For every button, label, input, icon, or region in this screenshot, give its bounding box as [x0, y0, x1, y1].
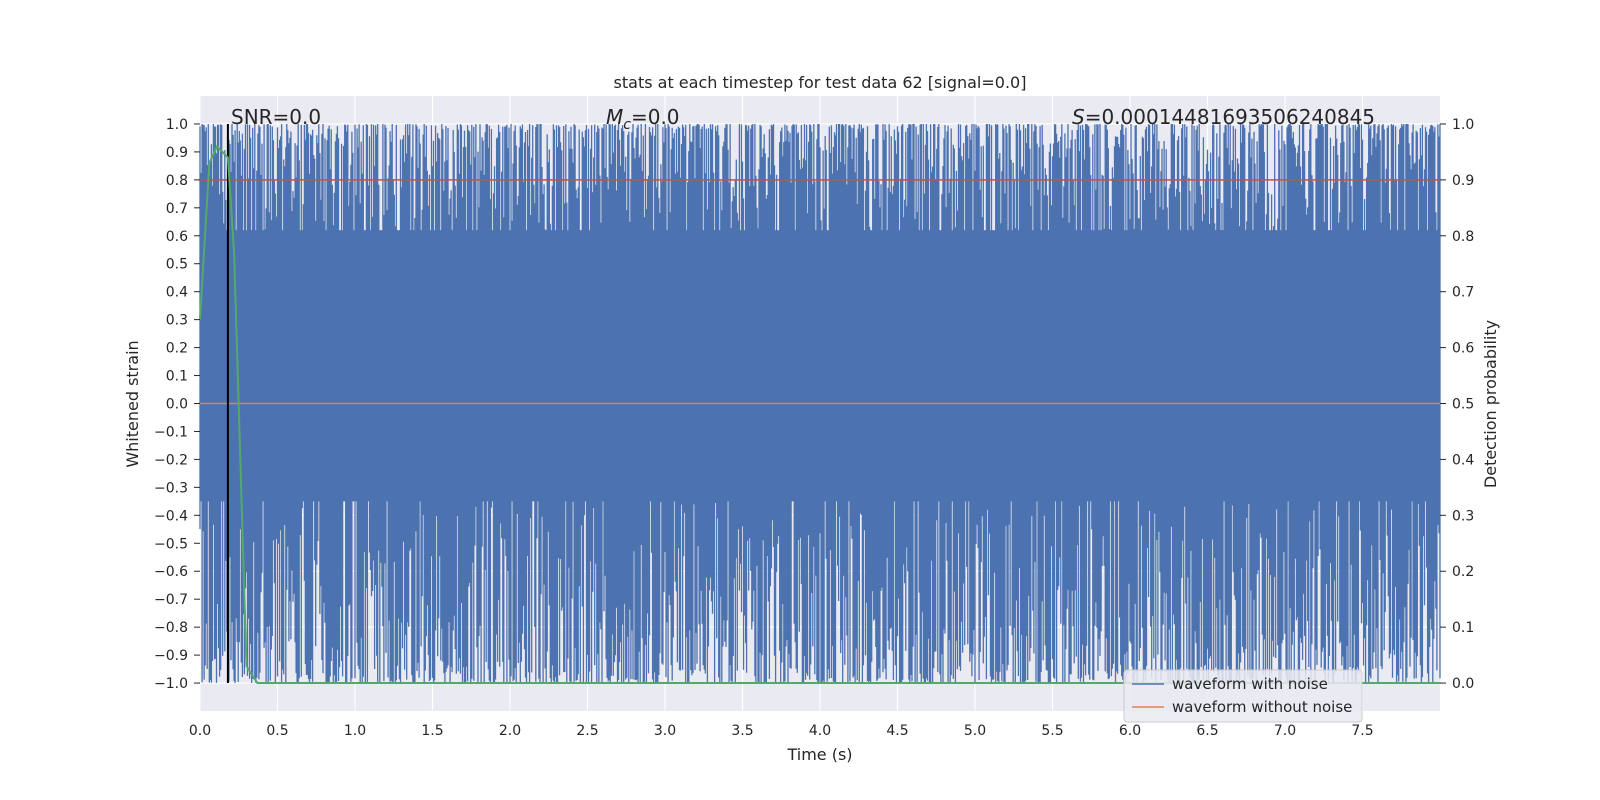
- x-tick-label: 7.5: [1351, 723, 1373, 739]
- y-right-tick-label: 0.2: [1452, 564, 1474, 580]
- y-tick-label: 0.4: [166, 285, 188, 301]
- y-right-tick-label: 0.4: [1452, 452, 1474, 468]
- x-tick-label: 0.0: [189, 723, 211, 739]
- y-tick-label: −0.6: [154, 564, 188, 580]
- y-right-tick-label: 0.3: [1452, 508, 1474, 524]
- y-right-tick-label: 0.8: [1452, 229, 1474, 245]
- s-annotation: S=0.00014481693506240845: [1072, 105, 1375, 129]
- y-tick-label: −1.0: [154, 676, 188, 692]
- s-symbol: S: [1072, 105, 1085, 129]
- y-right-axis-label: Detection probability: [1481, 320, 1500, 488]
- y-right-tick-label: 0.5: [1452, 397, 1474, 413]
- x-tick-label: 3.0: [654, 723, 676, 739]
- y-right-tick-label: 0.7: [1452, 285, 1474, 301]
- y-tick-label: 0.1: [166, 369, 188, 385]
- legend-label-noise: waveform with noise: [1172, 675, 1328, 693]
- y-tick-label: 0.6: [166, 229, 188, 245]
- y-tick-label: 0.9: [166, 145, 188, 161]
- s-value: =0.00014481693506240845: [1085, 105, 1375, 129]
- x-tick-label: 1.0: [344, 723, 366, 739]
- legend-label-clean: waveform without noise: [1172, 698, 1352, 716]
- y-tick-label: −0.3: [154, 480, 188, 496]
- y-tick-label: 1.0: [166, 117, 188, 133]
- noise-waveform-path: [199, 124, 1441, 683]
- y-right-tick-label: 0.1: [1452, 620, 1474, 636]
- detection-probability-line: [199, 144, 1440, 684]
- y-tick-label: 0.8: [166, 173, 188, 189]
- y-tick-label: 0.2: [166, 341, 188, 357]
- y-tick-label: 0.3: [166, 313, 188, 329]
- y-right-tick-label: 0.0: [1452, 676, 1474, 692]
- x-tick-label: 7.0: [1274, 723, 1296, 739]
- x-axis-label: Time (s): [786, 745, 852, 764]
- x-tick-label: 5.5: [1041, 723, 1063, 739]
- x-tick-label: 4.0: [809, 723, 831, 739]
- y-tick-label: 0.5: [166, 257, 188, 273]
- x-tick-label: 3.5: [731, 723, 753, 739]
- chart-title: stats at each timestep for test data 62 …: [614, 73, 1027, 92]
- y-tick-label: −0.9: [154, 648, 188, 664]
- chirp-mass-annotation: Mc=0.0: [606, 105, 680, 133]
- x-tick-label: 4.5: [886, 723, 908, 739]
- x-tick-label: 2.5: [576, 723, 598, 739]
- chirp-mass-symbol: M: [606, 105, 623, 129]
- x-tick-label: 0.5: [266, 723, 288, 739]
- x-tick-label: 1.5: [421, 723, 443, 739]
- y-axis-label: Whitened strain: [123, 340, 142, 467]
- chirp-mass-value: =0.0: [631, 105, 680, 129]
- noise-series: [199, 124, 1441, 683]
- y-tick-label: −0.8: [154, 620, 188, 636]
- snr-annotation: SNR=0.0: [231, 105, 321, 129]
- x-tick-label: 6.5: [1196, 723, 1218, 739]
- y-right-tick-label: 1.0: [1452, 117, 1474, 133]
- y-tick-label: 0.7: [166, 201, 188, 217]
- axis-ticks: 0.0 0.5 1.0 1.5 2.0 2.5 3.0 3.5 4.0 4.5 5.0 5.5 6.0 6…: [154, 117, 1474, 739]
- legend-box: [1123, 669, 1363, 723]
- y-tick-label: −0.7: [154, 592, 188, 608]
- y-tick-label: 0.0: [166, 397, 188, 413]
- y-tick-label: −0.2: [154, 452, 188, 468]
- y-tick-label: −0.1: [154, 424, 188, 440]
- y-right-tick-label: 0.9: [1452, 173, 1474, 189]
- y-right-tick-label: 0.6: [1452, 341, 1474, 357]
- y-tick-label: −0.4: [154, 508, 188, 524]
- x-tick-label: 2.0: [499, 723, 521, 739]
- y-tick-label: −0.5: [154, 536, 188, 552]
- chirp-mass-subscript: c: [623, 117, 631, 133]
- x-tick-label: 6.0: [1119, 723, 1141, 739]
- legend: waveform with noise waveform without noi…: [1123, 669, 1363, 723]
- x-tick-label: 5.0: [964, 723, 986, 739]
